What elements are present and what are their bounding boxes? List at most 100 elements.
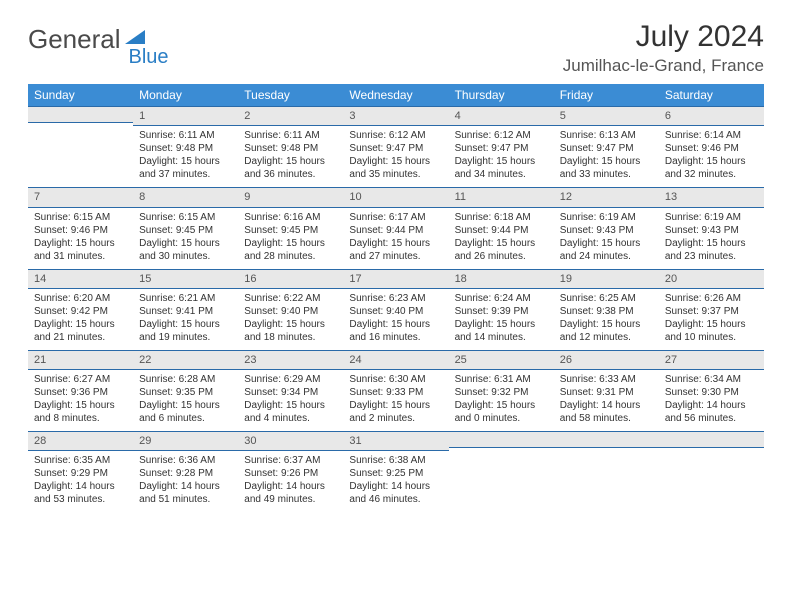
daylight-text: Daylight: 15 hours and 28 minutes. <box>244 237 337 263</box>
calendar-day-cell: 12Sunrise: 6:19 AMSunset: 9:43 PMDayligh… <box>554 187 659 268</box>
day-content: Sunrise: 6:15 AMSunset: 9:46 PMDaylight:… <box>28 208 133 269</box>
sunset-text: Sunset: 9:48 PM <box>244 142 337 155</box>
day-number: 11 <box>449 187 554 207</box>
sunset-text: Sunset: 9:26 PM <box>244 467 337 480</box>
sunrise-text: Sunrise: 6:11 AM <box>244 129 337 142</box>
daylight-text: Daylight: 15 hours and 18 minutes. <box>244 318 337 344</box>
sunset-text: Sunset: 9:33 PM <box>349 386 442 399</box>
daylight-text: Daylight: 15 hours and 6 minutes. <box>139 399 232 425</box>
calendar-day-cell: 24Sunrise: 6:30 AMSunset: 9:33 PMDayligh… <box>343 350 448 431</box>
day-content: Sunrise: 6:38 AMSunset: 9:25 PMDaylight:… <box>343 451 448 512</box>
sunset-text: Sunset: 9:35 PM <box>139 386 232 399</box>
daylight-text: Daylight: 15 hours and 16 minutes. <box>349 318 442 344</box>
daylight-text: Daylight: 14 hours and 56 minutes. <box>665 399 758 425</box>
day-content: Sunrise: 6:20 AMSunset: 9:42 PMDaylight:… <box>28 289 133 350</box>
calendar-day-cell <box>659 431 764 512</box>
day-content: Sunrise: 6:13 AMSunset: 9:47 PMDaylight:… <box>554 126 659 187</box>
day-content: Sunrise: 6:24 AMSunset: 9:39 PMDaylight:… <box>449 289 554 350</box>
day-number: 20 <box>659 269 764 289</box>
sunset-text: Sunset: 9:40 PM <box>244 305 337 318</box>
day-number: 29 <box>133 431 238 451</box>
day-number: 2 <box>238 106 343 126</box>
title-block: July 2024 Jumilhac-le-Grand, France <box>563 20 764 76</box>
calendar-day-cell: 28Sunrise: 6:35 AMSunset: 9:29 PMDayligh… <box>28 431 133 512</box>
day-number: 5 <box>554 106 659 126</box>
day-number: 3 <box>343 106 448 126</box>
day-content: Sunrise: 6:15 AMSunset: 9:45 PMDaylight:… <box>133 208 238 269</box>
day-content <box>659 448 764 500</box>
day-content: Sunrise: 6:25 AMSunset: 9:38 PMDaylight:… <box>554 289 659 350</box>
sunrise-text: Sunrise: 6:18 AM <box>455 211 548 224</box>
calendar-week-row: 7Sunrise: 6:15 AMSunset: 9:46 PMDaylight… <box>28 187 764 268</box>
day-number <box>554 431 659 448</box>
calendar-week-row: 14Sunrise: 6:20 AMSunset: 9:42 PMDayligh… <box>28 269 764 350</box>
daylight-text: Daylight: 15 hours and 24 minutes. <box>560 237 653 263</box>
daylight-text: Daylight: 14 hours and 58 minutes. <box>560 399 653 425</box>
daylight-text: Daylight: 15 hours and 0 minutes. <box>455 399 548 425</box>
daylight-text: Daylight: 14 hours and 53 minutes. <box>34 480 127 506</box>
day-number <box>28 106 133 123</box>
sunrise-text: Sunrise: 6:23 AM <box>349 292 442 305</box>
day-number: 25 <box>449 350 554 370</box>
day-number <box>659 431 764 448</box>
sunrise-text: Sunrise: 6:24 AM <box>455 292 548 305</box>
sunset-text: Sunset: 9:42 PM <box>34 305 127 318</box>
sunset-text: Sunset: 9:43 PM <box>560 224 653 237</box>
day-content: Sunrise: 6:14 AMSunset: 9:46 PMDaylight:… <box>659 126 764 187</box>
calendar-day-cell <box>28 106 133 187</box>
sunrise-text: Sunrise: 6:25 AM <box>560 292 653 305</box>
daylight-text: Daylight: 15 hours and 37 minutes. <box>139 155 232 181</box>
calendar-day-cell: 8Sunrise: 6:15 AMSunset: 9:45 PMDaylight… <box>133 187 238 268</box>
calendar-day-cell: 19Sunrise: 6:25 AMSunset: 9:38 PMDayligh… <box>554 269 659 350</box>
calendar-day-cell: 17Sunrise: 6:23 AMSunset: 9:40 PMDayligh… <box>343 269 448 350</box>
calendar-week-row: 28Sunrise: 6:35 AMSunset: 9:29 PMDayligh… <box>28 431 764 512</box>
day-number: 17 <box>343 269 448 289</box>
sunrise-text: Sunrise: 6:16 AM <box>244 211 337 224</box>
weekday-header: Tuesday <box>238 84 343 106</box>
calendar-day-cell: 1Sunrise: 6:11 AMSunset: 9:48 PMDaylight… <box>133 106 238 187</box>
calendar-day-cell: 11Sunrise: 6:18 AMSunset: 9:44 PMDayligh… <box>449 187 554 268</box>
sunrise-text: Sunrise: 6:38 AM <box>349 454 442 467</box>
header: General Blue July 2024 Jumilhac-le-Grand… <box>28 20 764 76</box>
day-content: Sunrise: 6:23 AMSunset: 9:40 PMDaylight:… <box>343 289 448 350</box>
sunset-text: Sunset: 9:44 PM <box>349 224 442 237</box>
day-number: 23 <box>238 350 343 370</box>
day-content: Sunrise: 6:30 AMSunset: 9:33 PMDaylight:… <box>343 370 448 431</box>
daylight-text: Daylight: 15 hours and 32 minutes. <box>665 155 758 181</box>
weekday-header-row: Sunday Monday Tuesday Wednesday Thursday… <box>28 84 764 106</box>
calendar-day-cell: 14Sunrise: 6:20 AMSunset: 9:42 PMDayligh… <box>28 269 133 350</box>
logo-text-part2: Blue <box>129 46 169 69</box>
calendar-day-cell: 27Sunrise: 6:34 AMSunset: 9:30 PMDayligh… <box>659 350 764 431</box>
weekday-header: Thursday <box>449 84 554 106</box>
day-content: Sunrise: 6:27 AMSunset: 9:36 PMDaylight:… <box>28 370 133 431</box>
day-content <box>28 123 133 175</box>
sunrise-text: Sunrise: 6:17 AM <box>349 211 442 224</box>
sunrise-text: Sunrise: 6:15 AM <box>139 211 232 224</box>
day-content: Sunrise: 6:19 AMSunset: 9:43 PMDaylight:… <box>554 208 659 269</box>
day-number: 1 <box>133 106 238 126</box>
daylight-text: Daylight: 15 hours and 2 minutes. <box>349 399 442 425</box>
calendar-day-cell: 2Sunrise: 6:11 AMSunset: 9:48 PMDaylight… <box>238 106 343 187</box>
sunset-text: Sunset: 9:29 PM <box>34 467 127 480</box>
calendar-day-cell: 29Sunrise: 6:36 AMSunset: 9:28 PMDayligh… <box>133 431 238 512</box>
calendar-day-cell: 26Sunrise: 6:33 AMSunset: 9:31 PMDayligh… <box>554 350 659 431</box>
sunrise-text: Sunrise: 6:33 AM <box>560 373 653 386</box>
daylight-text: Daylight: 15 hours and 8 minutes. <box>34 399 127 425</box>
sunset-text: Sunset: 9:45 PM <box>139 224 232 237</box>
daylight-text: Daylight: 15 hours and 35 minutes. <box>349 155 442 181</box>
calendar-day-cell: 10Sunrise: 6:17 AMSunset: 9:44 PMDayligh… <box>343 187 448 268</box>
calendar-day-cell: 31Sunrise: 6:38 AMSunset: 9:25 PMDayligh… <box>343 431 448 512</box>
logo-text-part1: General <box>28 24 121 55</box>
calendar-day-cell: 22Sunrise: 6:28 AMSunset: 9:35 PMDayligh… <box>133 350 238 431</box>
day-number: 21 <box>28 350 133 370</box>
day-number: 22 <box>133 350 238 370</box>
sunset-text: Sunset: 9:32 PM <box>455 386 548 399</box>
sunset-text: Sunset: 9:36 PM <box>34 386 127 399</box>
day-content: Sunrise: 6:37 AMSunset: 9:26 PMDaylight:… <box>238 451 343 512</box>
daylight-text: Daylight: 15 hours and 21 minutes. <box>34 318 127 344</box>
day-number: 16 <box>238 269 343 289</box>
weekday-header: Sunday <box>28 84 133 106</box>
sunrise-text: Sunrise: 6:20 AM <box>34 292 127 305</box>
day-content: Sunrise: 6:28 AMSunset: 9:35 PMDaylight:… <box>133 370 238 431</box>
daylight-text: Daylight: 15 hours and 12 minutes. <box>560 318 653 344</box>
